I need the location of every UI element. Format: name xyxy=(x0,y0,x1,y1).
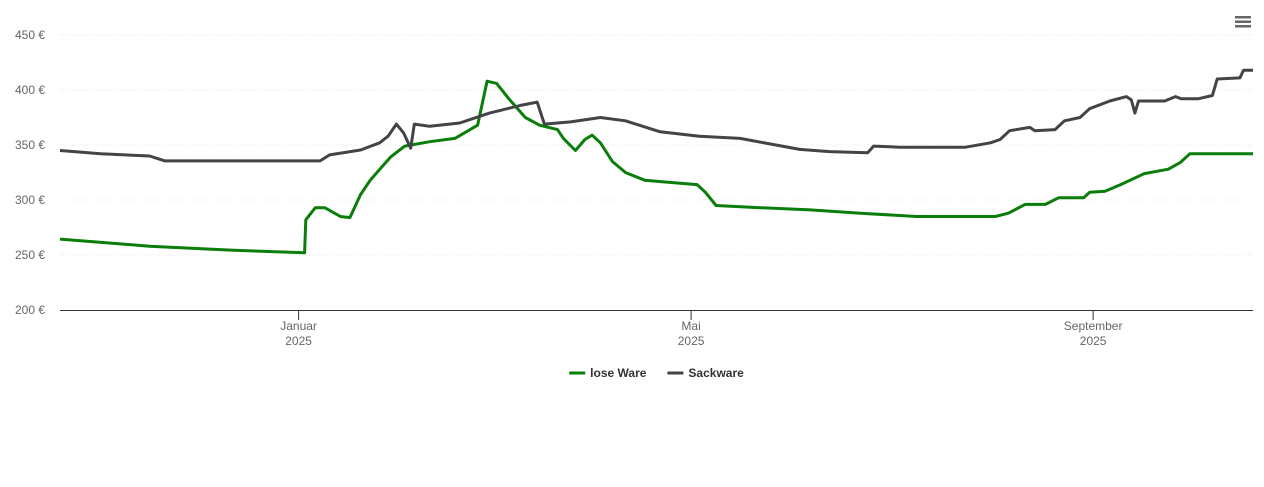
y-tick-label: 400 € xyxy=(15,83,45,97)
y-tick-label: 450 € xyxy=(15,28,45,42)
y-tick-label: 200 € xyxy=(15,303,45,317)
x-tick-label: Januar 2025 xyxy=(280,319,317,348)
legend: lose Ware Sackware xyxy=(569,366,744,380)
menu-button[interactable] xyxy=(1235,16,1251,28)
menu-bar xyxy=(1235,20,1251,23)
x-tick-label: September 2025 xyxy=(1064,319,1123,348)
series-line xyxy=(59,79,1253,255)
y-tick-label: 350 € xyxy=(15,138,45,152)
legend-item[interactable]: Sackware xyxy=(667,366,744,380)
x-tick-label: Mai 2025 xyxy=(678,319,705,348)
menu-bar xyxy=(1235,25,1251,28)
legend-label: Sackware xyxy=(688,366,744,380)
legend-label: lose Ware xyxy=(590,366,647,380)
legend-item[interactable]: lose Ware xyxy=(569,366,647,380)
y-tick-label: 250 € xyxy=(15,248,45,262)
y-tick-label: 300 € xyxy=(15,193,45,207)
menu-bar xyxy=(1235,16,1251,19)
series-line xyxy=(59,68,1253,163)
